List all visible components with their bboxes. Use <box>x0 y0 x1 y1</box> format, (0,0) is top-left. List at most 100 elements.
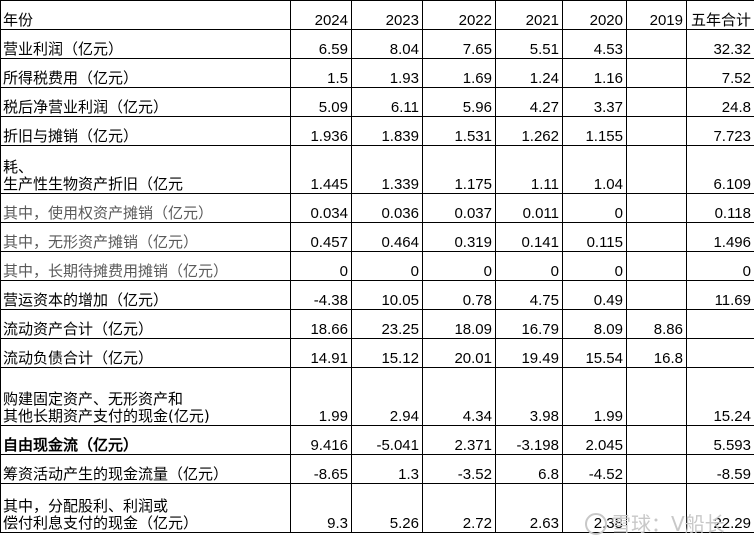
table-cell: 6.109 <box>686 145 754 194</box>
row-label-line: 营运资本的增加（亿元） <box>3 291 169 309</box>
header-year: 2022 <box>422 0 496 30</box>
header-year: 2020 <box>562 0 627 30</box>
table-row: 折旧与摊销（亿元） 1.936 1.839 1.531 1.262 1.155 7.723 <box>0 116 754 146</box>
table-cell: 4.34 <box>422 367 496 426</box>
table-cell: 8.09 <box>562 309 627 339</box>
row-label-line: 所得税费用（亿元） <box>3 69 139 87</box>
table-cell: 1.16 <box>562 58 627 88</box>
table-cell: -3.52 <box>422 454 496 484</box>
snowball-logo-icon <box>585 513 607 535</box>
table-cell: 1.262 <box>495 116 563 146</box>
watermark: 雪球：V船长 <box>585 508 725 537</box>
table-cell: 4.27 <box>495 87 563 117</box>
table-cell: 3.98 <box>495 367 563 426</box>
header-year: 五年合计 <box>686 0 754 30</box>
table-cell: 20.01 <box>422 338 496 368</box>
table-cell: 7.52 <box>686 58 754 88</box>
table-cell: 4.75 <box>495 280 563 310</box>
table-cell: 15.54 <box>562 338 627 368</box>
row-label-line: 自由现金流（亿元） <box>3 436 139 454</box>
table-row: 筹资活动产生的现金流量（亿元） -8.65 1.3 -3.52 6.8 -4.52 -8.5… <box>0 454 754 484</box>
row-label: 其中，使用权资产摊销（亿元） <box>0 193 291 223</box>
row-label: 营业利润（亿元） <box>0 29 291 59</box>
row-label: 筹资活动产生的现金流量（亿元） <box>0 454 291 484</box>
row-label: 流动资产合计（亿元） <box>0 309 291 339</box>
table-cell: 0.464 <box>351 222 423 252</box>
table-cell: 0.78 <box>422 280 496 310</box>
table-cell: 32.32 <box>686 29 754 59</box>
row-label-line: 耗、 <box>3 158 34 176</box>
table-row: 购建固定资产、无形资产和 其他长期资产支付的现金(亿元) 1.99 2.94 4.34 3… <box>0 367 754 426</box>
table-cell: 2.371 <box>422 425 496 455</box>
table-cell <box>626 87 687 117</box>
table-cell: 5.09 <box>290 87 352 117</box>
row-label-line: 流动资产合计（亿元） <box>3 320 154 338</box>
table-cell: 5.96 <box>422 87 496 117</box>
table-cell: 6.59 <box>290 29 352 59</box>
table-row: 自由现金流（亿元） 9.416 -5.041 2.371 -3.198 2.045 5.59… <box>0 425 754 455</box>
table-cell: 16.8 <box>626 338 687 368</box>
table-cell: 1.11 <box>495 145 563 194</box>
row-label: 流动负债合计（亿元） <box>0 338 291 368</box>
table-cell: 1.445 <box>290 145 352 194</box>
table-cell: -4.38 <box>290 280 352 310</box>
row-label-line: 折旧与摊销（亿元） <box>3 127 139 145</box>
table-cell <box>626 454 687 484</box>
row-label: 营运资本的增加（亿元） <box>0 280 291 310</box>
row-label-line: 其中，长期待摊费用摊销（亿元） <box>3 262 229 280</box>
table-cell: 24.8 <box>686 87 754 117</box>
table-cell: 0 <box>686 251 754 281</box>
table-cell: 0.118 <box>686 193 754 223</box>
table-row: 其中，无形资产摊销（亿元） 0.457 0.464 0.319 0.141 0.115 1.… <box>0 222 754 252</box>
table-cell: 0.034 <box>290 193 352 223</box>
table-cell: 2.72 <box>422 483 496 533</box>
table-cell <box>626 145 687 194</box>
table-cell <box>626 483 687 533</box>
table-cell: 1.99 <box>562 367 627 426</box>
table-row: 所得税费用（亿元） 1.5 1.93 1.69 1.24 1.16 7.52 <box>0 58 754 88</box>
table-cell: 0.457 <box>290 222 352 252</box>
row-label-line: 偿付利息支付的现金（亿元） <box>3 514 199 532</box>
row-label: 折旧与摊销（亿元） <box>0 116 291 146</box>
table-row: 营运资本的增加（亿元） -4.38 10.05 0.78 4.75 0.49 11.69 <box>0 280 754 310</box>
table-cell <box>626 29 687 59</box>
table-cell: -5.041 <box>351 425 423 455</box>
table-cell: 1.99 <box>290 367 352 426</box>
table-cell: -3.198 <box>495 425 563 455</box>
table-cell <box>626 193 687 223</box>
table-cell: -8.59 <box>686 454 754 484</box>
header-year: 2019 <box>626 0 687 30</box>
row-label: 其中，长期待摊费用摊销（亿元） <box>0 251 291 281</box>
table-cell: 23.25 <box>351 309 423 339</box>
row-label: 购建固定资产、无形资产和 其他长期资产支付的现金(亿元) <box>0 367 291 426</box>
row-label: 所得税费用（亿元） <box>0 58 291 88</box>
table-cell: 0.036 <box>351 193 423 223</box>
table-cell: 15.12 <box>351 338 423 368</box>
table-cell: 4.53 <box>562 29 627 59</box>
table-cell: 1.531 <box>422 116 496 146</box>
table-cell: 2.63 <box>495 483 563 533</box>
table-row: 流动资产合计（亿元） 18.66 23.25 18.09 16.79 8.09 8.86 <box>0 309 754 339</box>
table-cell: 1.93 <box>351 58 423 88</box>
table-cell: 0.319 <box>422 222 496 252</box>
table-row: 税后净营业利润（亿元） 5.09 6.11 5.96 4.27 3.37 24.8 <box>0 87 754 117</box>
table-cell: 15.24 <box>686 367 754 426</box>
table-cell: -4.52 <box>562 454 627 484</box>
table-cell: 5.51 <box>495 29 563 59</box>
row-label-line: 其中，分配股利、利润或 <box>3 497 169 515</box>
table-cell: 5.593 <box>686 425 754 455</box>
header-row: 年份 2024 2023 2022 2021 2020 2019 五年合计 <box>0 0 754 30</box>
table-cell: 1.69 <box>422 58 496 88</box>
header-label: 年份 <box>0 0 291 30</box>
table-cell: 14.91 <box>290 338 352 368</box>
table-cell <box>686 338 754 368</box>
table-cell: 6.8 <box>495 454 563 484</box>
table-cell: 0 <box>351 251 423 281</box>
table-cell <box>626 425 687 455</box>
table-row: 其中，长期待摊费用摊销（亿元） 0 0 0 0 0 0 <box>0 251 754 281</box>
table-cell <box>626 222 687 252</box>
row-label: 其中，分配股利、利润或 偿付利息支付的现金（亿元） <box>0 483 291 533</box>
table-cell: 6.11 <box>351 87 423 117</box>
table-cell: 2.045 <box>562 425 627 455</box>
table-cell: 18.66 <box>290 309 352 339</box>
